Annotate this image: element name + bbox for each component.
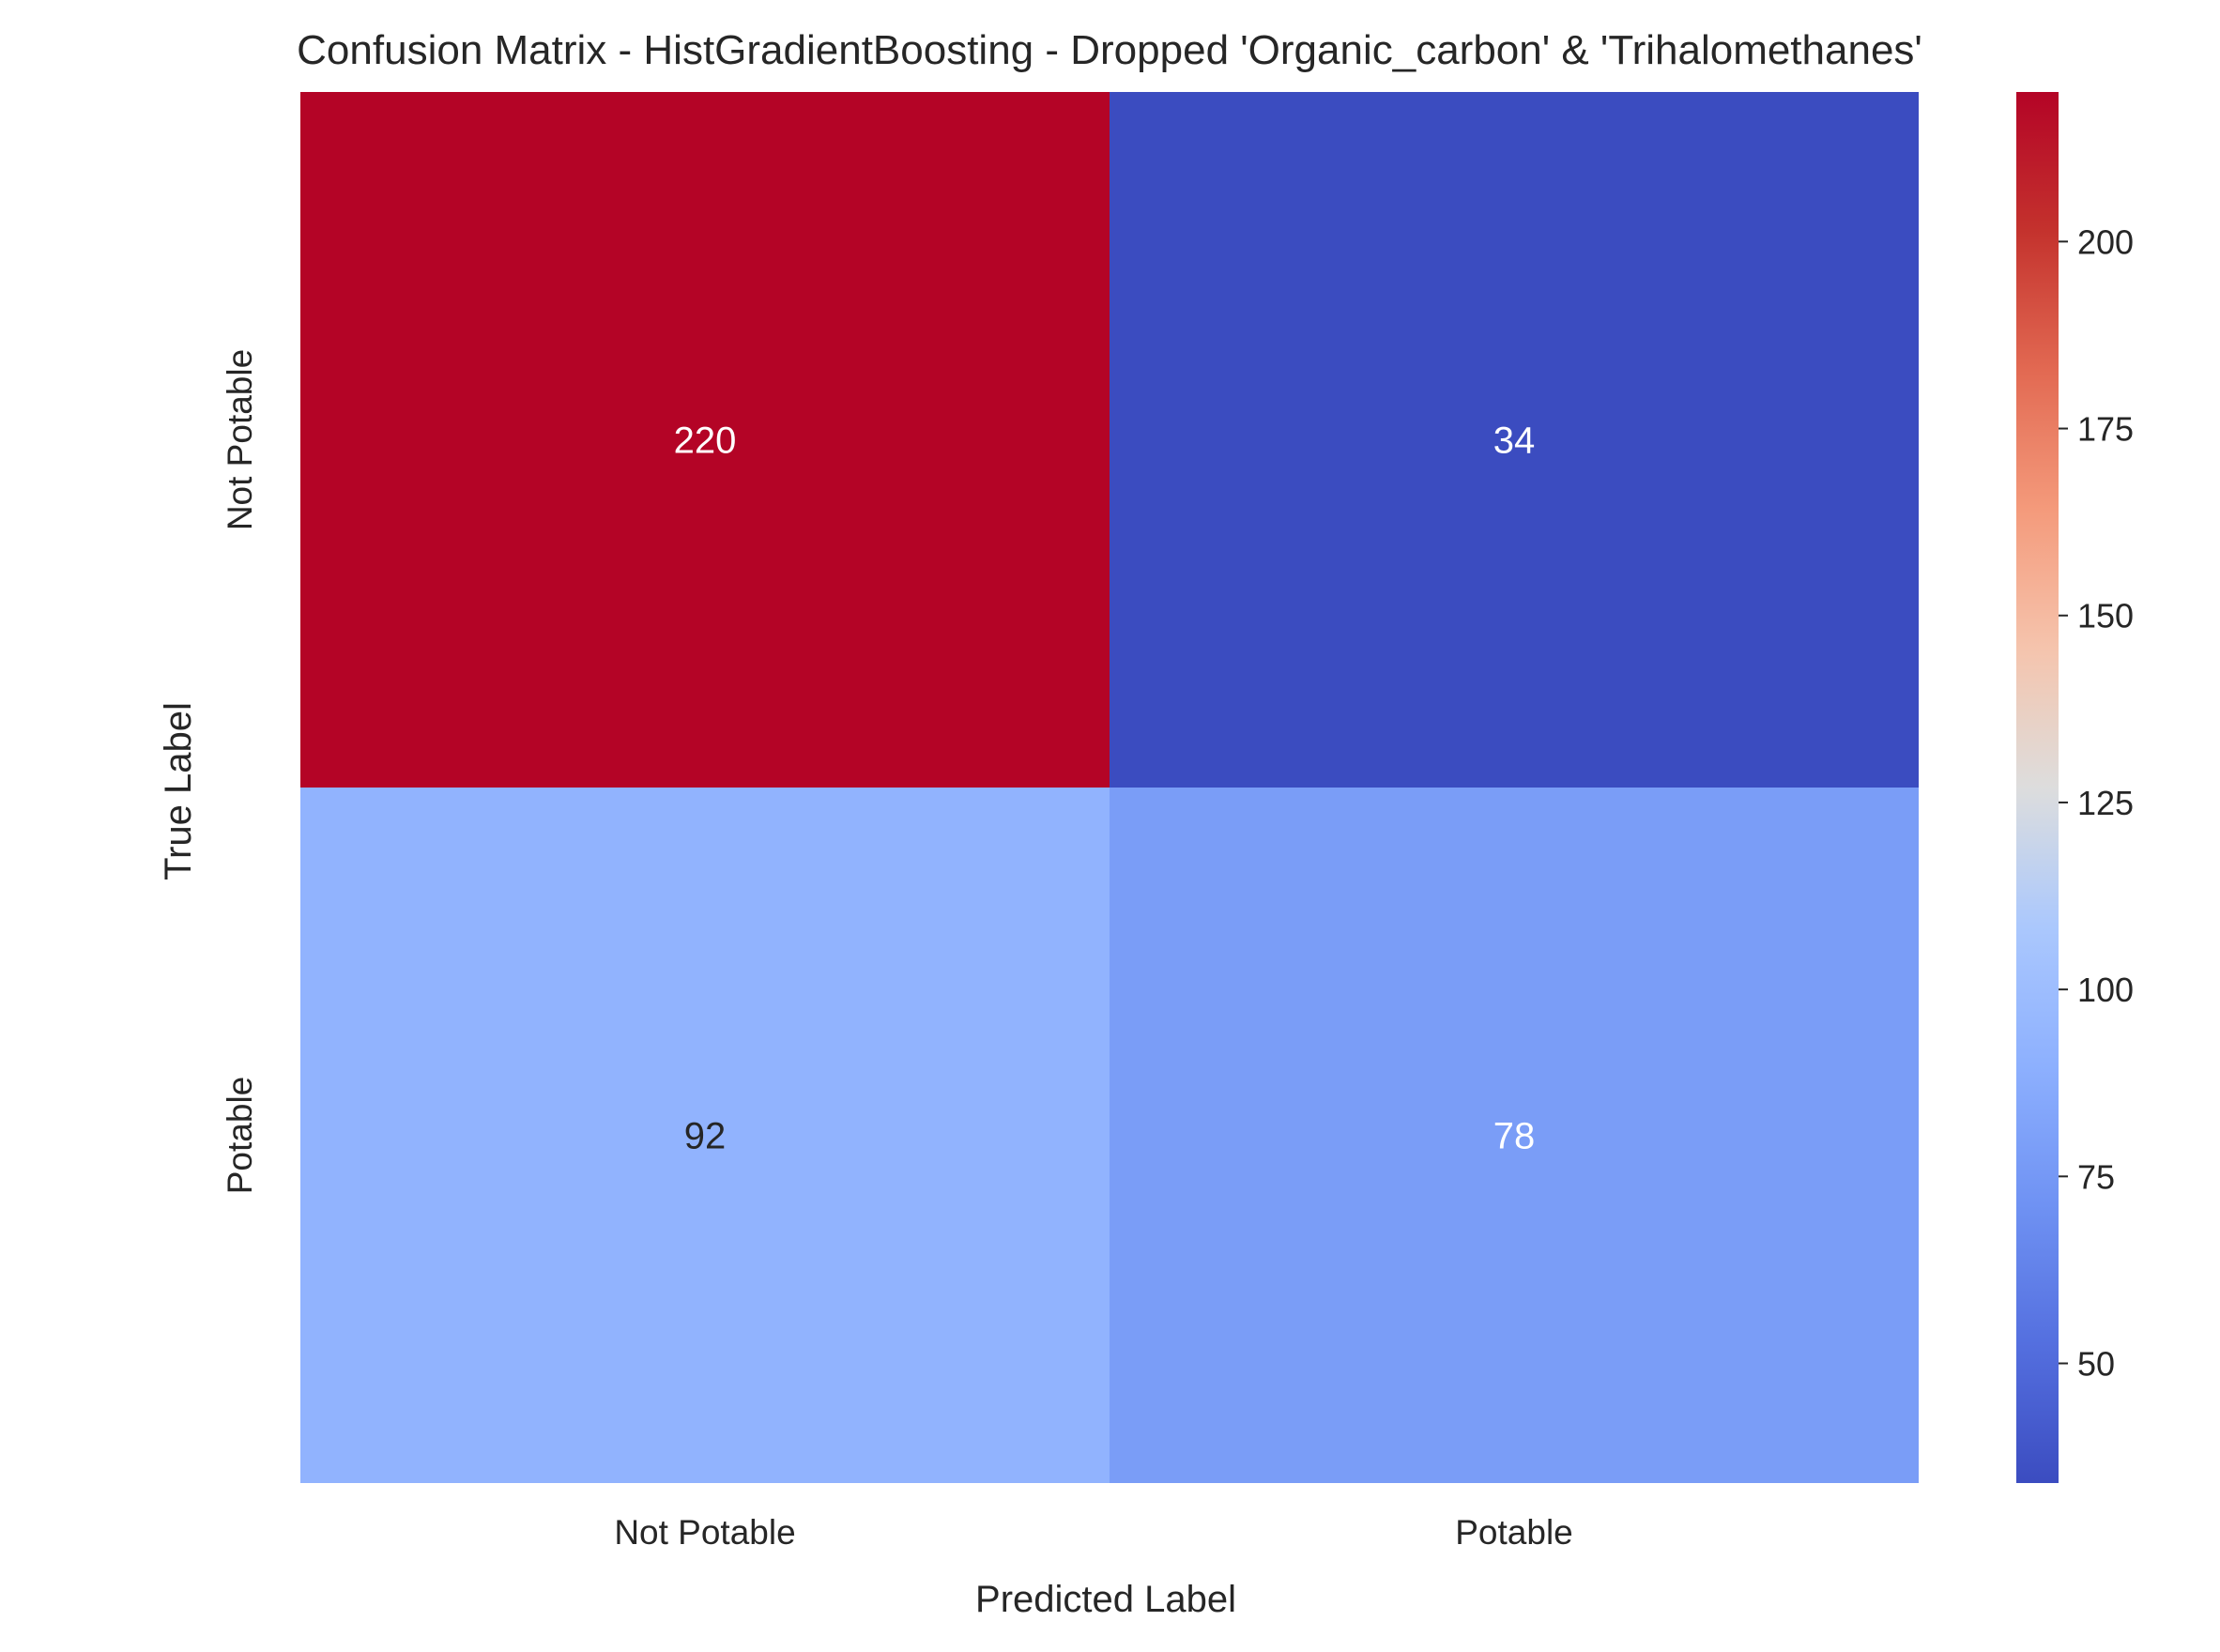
heatmap-cell-not-potable-not-potable — [300, 92, 1110, 788]
y-tick-labels: Not Potable Potable — [221, 349, 259, 1194]
x-axis-label: Predicted Label — [975, 1579, 1236, 1620]
cell-value-label: 78 — [1493, 1116, 1536, 1157]
colorbar-tick-label: 100 — [2077, 971, 2134, 1009]
colorbar-tick-label: 50 — [2077, 1345, 2115, 1384]
heatmap-cell-not-potable-potable — [1110, 92, 1919, 788]
heatmap-cells — [300, 92, 1919, 1483]
colorbar-tick-label: 200 — [2077, 222, 2134, 261]
y-tick-label: Not Potable — [221, 349, 259, 530]
colorbar-tick-label: 75 — [2077, 1157, 2115, 1196]
cell-value-label: 34 — [1493, 421, 1536, 462]
y-axis-label: True Label — [158, 702, 199, 880]
colorbar — [2016, 92, 2059, 1483]
x-tick-label: Not Potable — [614, 1513, 795, 1552]
x-tick-label: Potable — [1455, 1513, 1573, 1552]
chart-title: Confusion Matrix - HistGradientBoosting … — [297, 27, 1922, 73]
heatmap-cell-potable-potable — [1110, 788, 1919, 1483]
colorbar-tick-label: 125 — [2077, 784, 2134, 822]
cell-value-label: 92 — [684, 1116, 727, 1157]
y-tick-label: Potable — [221, 1077, 259, 1195]
cell-value-label: 220 — [674, 421, 737, 462]
cell-annotations: 220 34 92 78 — [674, 421, 1536, 1157]
colorbar-tick-label: 175 — [2077, 410, 2134, 449]
heatmap-cell-potable-not-potable — [300, 788, 1110, 1483]
colorbar-ticks: 50 75 100 125 150 175 200 — [2059, 222, 2134, 1384]
x-tick-labels: Not Potable Potable — [614, 1513, 1572, 1552]
colorbar-tick-label: 150 — [2077, 597, 2134, 635]
